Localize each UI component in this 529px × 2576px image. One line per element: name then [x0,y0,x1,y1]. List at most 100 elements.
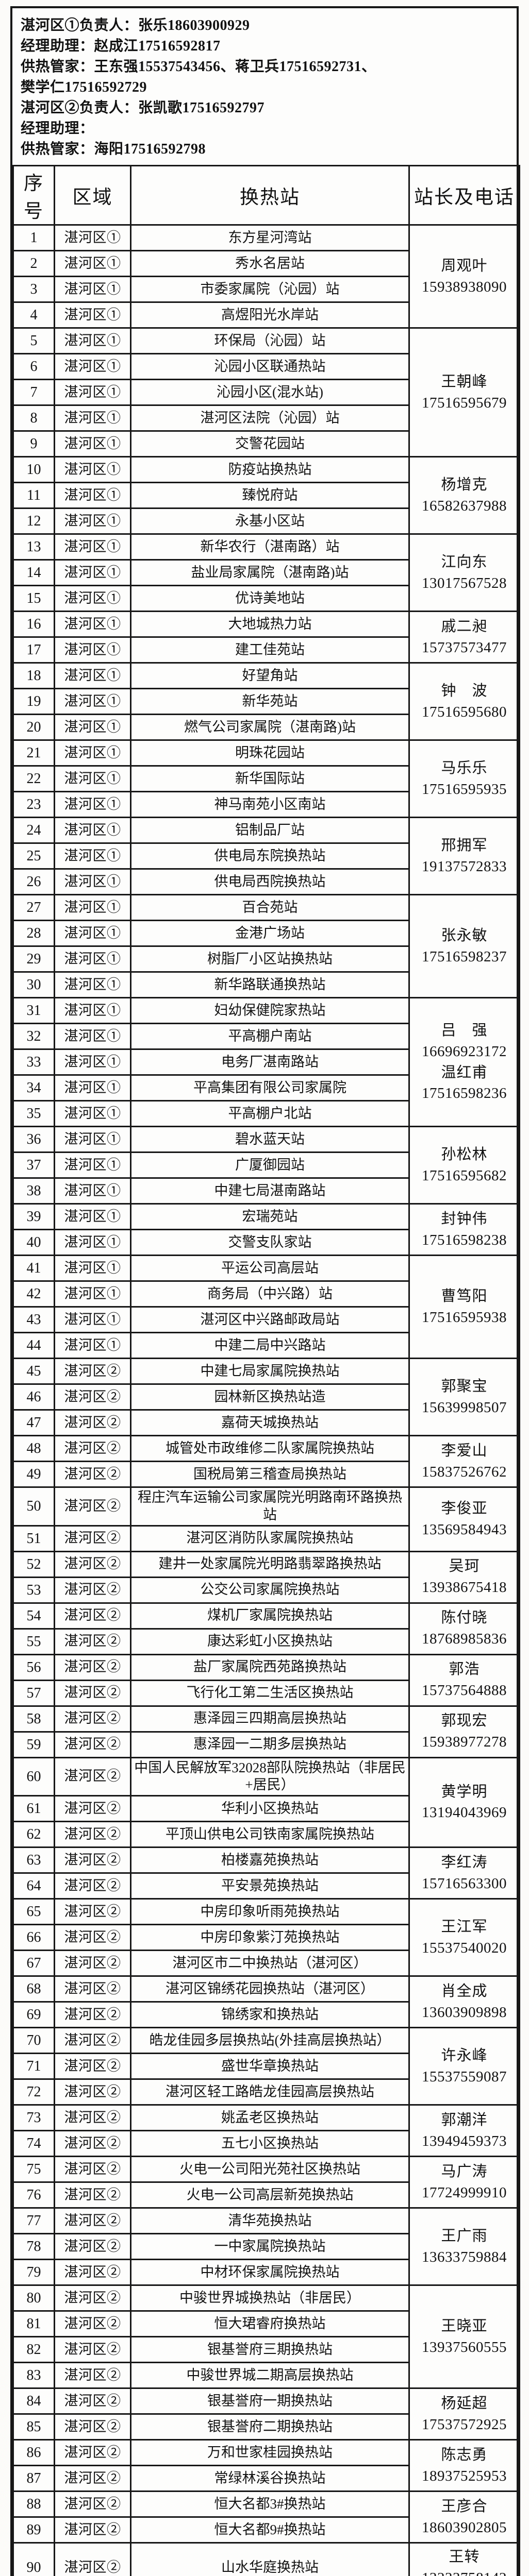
station-chief-cell: 郭现宏 15938977278 [408,1705,520,1758]
row-area: 湛河区② [54,2156,131,2183]
row-number: 90 [12,2541,55,2576]
table-row: 18 湛河区① 好望角站钟 波 17516595680 [12,662,520,741]
row-station-name: 平运公司高层站 [130,1255,410,1282]
table-row: 66 湛河区② 中房印象紫汀苑换热站 [12,1924,520,1951]
chief-name: 陈付晓 [441,1609,488,1626]
station-chief-cell: 许永峰 15537559087 [408,2027,520,2106]
row-station-name: 惠泽园一二期多层换热站 [130,1731,410,1758]
table-row: 48 湛河区② 城管处市政维修二队家属院换热站 李爱山 15837526762 [12,1435,520,1488]
table-row: 64 湛河区② 平安景苑换热站 [12,1872,520,1900]
station-chief-cell: 杨增克 16582637988 [408,456,520,535]
row-station-name: 银基誉府三期换热站 [130,2336,410,2363]
row-number: 30 [12,971,55,998]
row-area: 湛河区① [54,224,131,251]
table-row: 58 湛河区② 惠泽园三四期高层换热站 郭现宏 15938977278 [12,1705,520,1758]
table-row: 45 湛河区② 中建七局家属院换热站 郭聚宝 15639998507 [12,1358,520,1436]
row-area: 湛河区① [54,714,131,741]
row-number: 10 [12,456,55,483]
table-row: 12 湛河区① 永基小区站 [12,507,520,535]
table-row: 31 湛河区① 妇幼保健院家热站吕 强 16696923172 温红甫 175165982… [12,997,520,1127]
row-number: 13 [12,533,55,561]
chief-name: 肖全成 [441,1982,488,1999]
row-number: 45 [12,1358,55,1385]
row-station-name: 康达彩虹小区换热站 [130,1628,410,1655]
row-number: 39 [12,1203,55,1230]
chief-phone: 15537540020 [422,1939,507,1956]
row-number: 7 [12,379,55,406]
table-row: 13 湛河区① 新华农行（湛南路）站 江向东 13017567528 [12,533,520,612]
chief-phone: 19137572833 [422,858,507,875]
row-area: 湛河区① [54,353,131,380]
row-area: 湛河区② [54,1872,131,1900]
table-row: 20 湛河区① 燃气公司家属院（湛南路)站 [12,714,520,741]
row-area: 湛河区① [54,1126,131,1153]
row-area: 湛河区② [54,1524,131,1552]
table-row: 29 湛河区① 树脂厂小区站换热站 [12,945,520,973]
table-row: 44 湛河区① 中建二局中兴路站 [12,1332,520,1359]
row-station-name: 市委家属院（沁园）站 [130,276,410,303]
row-area: 湛河区② [54,1705,131,1733]
row-number: 84 [12,2387,55,2415]
row-area: 湛河区① [54,430,131,457]
table-row: 50 湛河区② 程庄汽车运输公司家属院光明路南环路换热站 李俊亚 13569584943 [12,1486,520,1552]
row-number: 12 [12,507,55,535]
row-area: 湛河区② [54,2259,131,2286]
row-station-name: 新华苑站 [130,688,410,715]
row-area: 湛河区① [54,559,131,586]
row-number: 63 [12,1846,55,1874]
row-number: 27 [12,894,55,921]
table-row: 76 湛河区② 火电一公司高层新苑换热站 [12,2181,520,2209]
table-row: 32 湛河区① 平高棚户南站 [12,1023,520,1050]
table-row: 25 湛河区① 供电局东院换热站 [12,842,520,870]
row-number: 15 [12,585,55,612]
row-area: 湛河区① [54,920,131,947]
row-area: 湛河区② [54,1383,131,1411]
station-chief-cell: 李俊亚 13569584943 [408,1486,520,1552]
row-number: 44 [12,1332,55,1359]
row-area: 湛河区① [54,971,131,998]
row-number: 49 [12,1461,55,1488]
row-number: 47 [12,1409,55,1436]
table-row: 60 湛河区② 中国人民解放军32028部队院换热站（非居民+居民） 黄学明 13194… [12,1756,520,1848]
row-number: 23 [12,791,55,818]
district1-stewards-line-2: 樊学仁17516592729 [21,79,147,95]
row-station-name: 中建七局湛南路站 [130,1177,410,1205]
row-number: 89 [12,2516,55,2544]
row-area: 湛河区② [54,2207,131,2234]
row-area: 湛河区① [54,997,131,1024]
row-station-name: 银基誉府一期换热站 [130,2387,410,2415]
row-area: 湛河区① [54,868,131,895]
district2-stewards-line: 供热管家：海阳17516592798 [21,141,206,157]
row-station-name: 神马南苑小区南站 [130,791,410,818]
table-row: 6 湛河区① 沁园小区联通热站 [12,353,520,380]
station-chief-cell: 戚二昶 15737573477 [408,611,520,664]
row-number: 70 [12,2027,55,2054]
row-station-name: 中材环保家属院换热站 [130,2259,410,2286]
table-row: 89 湛河区② 恒大名都9#换热站 [12,2516,520,2544]
row-number: 55 [12,1628,55,1655]
table-row: 43 湛河区① 湛河区中兴路邮政局站 [12,1306,520,1333]
row-area: 湛河区② [54,2001,131,2028]
row-number: 18 [12,662,55,689]
chief-name: 李爱山 [441,1442,488,1459]
row-number: 60 [12,1756,55,1797]
chief-phone: 17724999910 [422,2184,507,2201]
table-row: 78 湛河区② 一中家属院换热站 [12,2233,520,2260]
table-row: 87 湛河区② 常绿林溪谷换热站 [12,2465,520,2492]
row-number: 9 [12,430,55,457]
table-row: 37 湛河区① 广厦御园站 [12,1151,520,1179]
row-area: 湛河区② [54,2490,131,2518]
row-station-name: 新华国际站 [130,765,410,792]
row-area: 湛河区① [54,817,131,844]
table-row: 83 湛河区② 中骏世界城二期高层换热站 [12,2362,520,2389]
row-area: 湛河区② [54,2310,131,2337]
chief-phone: 13937560555 [422,2338,507,2355]
table-row: 14 湛河区① 盐业局家属院（湛南路)站 [12,559,520,586]
chief-phone: 18603902805 [422,2519,507,2536]
station-chief-cell: 王朝峰 17516595679 [408,327,520,457]
row-area: 湛河区① [54,585,131,612]
row-station-name: 铝制品厂站 [130,817,410,844]
row-number: 11 [12,482,55,509]
row-number: 3 [12,276,55,303]
chief-name: 王朝峰 [441,373,488,390]
